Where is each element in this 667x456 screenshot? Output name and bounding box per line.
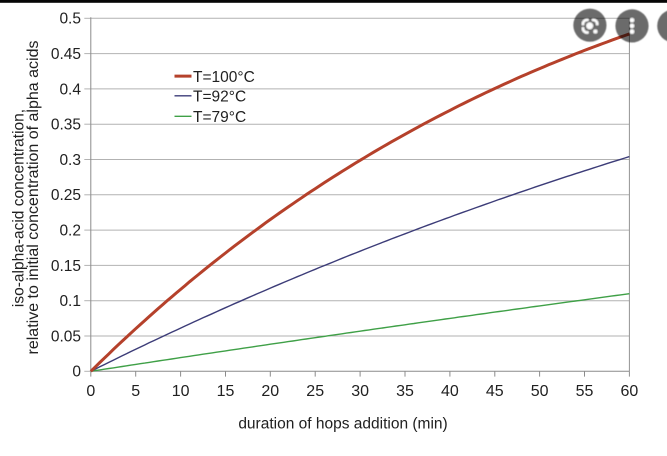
svg-text:0.5: 0.5 bbox=[59, 11, 81, 28]
svg-text:T=92°C: T=92°C bbox=[193, 89, 246, 106]
svg-text:0.3: 0.3 bbox=[59, 152, 81, 169]
svg-text:0.25: 0.25 bbox=[51, 187, 81, 204]
svg-text:5: 5 bbox=[131, 383, 140, 400]
svg-text:0.35: 0.35 bbox=[51, 117, 81, 134]
svg-text:0: 0 bbox=[72, 364, 81, 381]
svg-text:50: 50 bbox=[531, 383, 549, 400]
svg-text:0.05: 0.05 bbox=[51, 328, 81, 345]
svg-text:0: 0 bbox=[86, 383, 95, 400]
svg-text:35: 35 bbox=[396, 383, 414, 400]
svg-text:T=100°C: T=100°C bbox=[193, 69, 255, 86]
svg-text:55: 55 bbox=[576, 383, 594, 400]
svg-text:0.4: 0.4 bbox=[59, 81, 81, 98]
svg-text:45: 45 bbox=[486, 383, 504, 400]
svg-text:duration of hops addition (min: duration of hops addition (min) bbox=[238, 415, 447, 432]
svg-text:20: 20 bbox=[261, 383, 279, 400]
svg-text:30: 30 bbox=[351, 383, 369, 400]
svg-text:0.1: 0.1 bbox=[59, 293, 81, 310]
svg-text:0.45: 0.45 bbox=[51, 46, 81, 63]
svg-text:T=79°C: T=79°C bbox=[193, 109, 246, 126]
svg-text:10: 10 bbox=[172, 383, 190, 400]
svg-text:0.2: 0.2 bbox=[59, 223, 81, 240]
svg-text:relative to initial concentrat: relative to initial concentration of alp… bbox=[25, 41, 42, 355]
svg-text:0.15: 0.15 bbox=[51, 258, 81, 275]
svg-text:iso-alpha-acid concentration,: iso-alpha-acid concentration, bbox=[10, 109, 27, 307]
svg-text:15: 15 bbox=[217, 383, 235, 400]
svg-text:60: 60 bbox=[621, 383, 639, 400]
svg-text:40: 40 bbox=[441, 383, 459, 400]
svg-text:25: 25 bbox=[306, 383, 324, 400]
